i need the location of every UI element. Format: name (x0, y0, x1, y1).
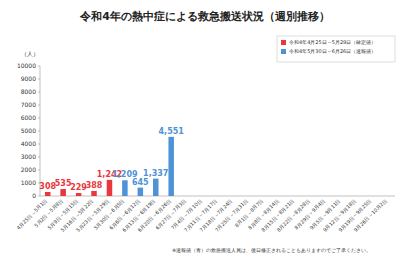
y-tick-label: 5000 (21, 127, 36, 134)
legend-box (277, 36, 395, 62)
y-tick-label: 4000 (21, 140, 36, 147)
y-tick (38, 196, 40, 197)
bar (45, 192, 51, 196)
legend-swatch (281, 40, 286, 45)
y-tick-label: 3000 (21, 153, 36, 160)
y-tick (38, 131, 40, 132)
legend-swatch (281, 49, 286, 54)
y-tick-label: 7000 (21, 101, 36, 108)
y-tick-label: 10000 (17, 62, 36, 69)
title: 令和4年の熱中症による救急搬送状況（週別推移） (79, 10, 330, 23)
y-tick-label: 9000 (21, 75, 36, 82)
bars (45, 137, 174, 196)
y-tick-label: 2000 (21, 166, 36, 173)
y-tick (38, 118, 40, 119)
chart: 令和4年の熱中症による救急搬送状況（週別推移） （人） 0 1000 2000 3000 4… (0, 0, 410, 275)
y-tick-label: 6000 (21, 114, 36, 121)
legend-label: 令和4年5月30日～6月26日（速報値） (289, 48, 376, 54)
data-label: 4,551 (159, 127, 185, 136)
y-tick-label: 0 (32, 192, 36, 199)
legend-label: 令和4年4月25日～5月29日（確定値） (289, 39, 376, 45)
bar (138, 188, 144, 196)
y-tick-label: 8000 (21, 88, 36, 95)
y-tick (38, 92, 40, 93)
bar (122, 180, 128, 196)
x-tick-label: 9月26日～10月2日 (353, 197, 388, 232)
y-tick (38, 105, 40, 106)
bar (76, 193, 82, 196)
y-tick (38, 170, 40, 171)
data-label: 388 (86, 181, 103, 190)
annotation: ※速報値（青）の救急搬送人員は、後日修正されることもありますのでご了承ください。 (172, 247, 371, 253)
y-tick (38, 144, 40, 145)
y-tick (38, 79, 40, 80)
y-tick (38, 66, 40, 67)
bar (60, 189, 66, 196)
y-axis-label: （人） (21, 50, 39, 58)
y-tick-label: 1000 (21, 179, 36, 186)
bar (153, 179, 159, 196)
bar (168, 137, 174, 196)
data-label: 1,337 (143, 169, 168, 178)
bar (91, 191, 97, 196)
data-label: 645 (132, 178, 149, 187)
y-tick (38, 157, 40, 158)
bar (107, 180, 113, 196)
